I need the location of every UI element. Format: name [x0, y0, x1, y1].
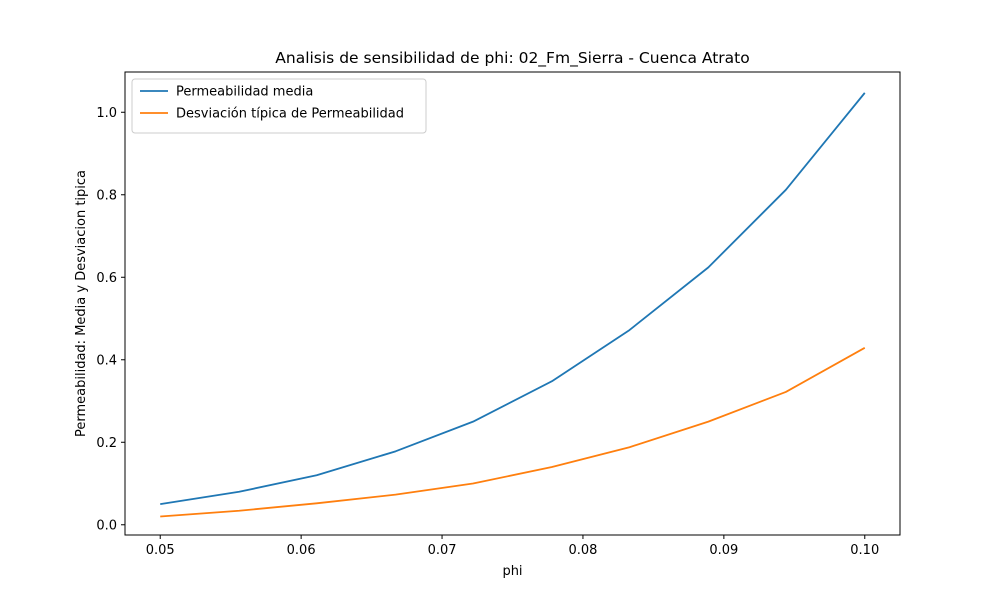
- chart-title: Analisis de sensibilidad de phi: 02_Fm_S…: [275, 49, 749, 68]
- legend-box: [131, 78, 427, 134]
- legend-label: Desviación típica de Permeabilidad: [176, 107, 404, 122]
- x-tick-label: 0.07: [428, 543, 457, 558]
- series-line-1: [160, 347, 866, 518]
- x-tick-label: 0.09: [709, 543, 738, 558]
- x-tick-label: 0.05: [146, 543, 175, 558]
- y-tick-label: 0.2: [96, 436, 117, 451]
- legend: Permeabilidad media Desviación típica de …: [131, 78, 427, 134]
- y-tick-label: 0.8: [96, 188, 117, 203]
- y-tick-label: 0.0: [96, 518, 117, 533]
- plot-frame: [124, 71, 901, 536]
- y-tick-label: 0.6: [96, 271, 117, 286]
- y-tick-label: 0.4: [96, 353, 117, 368]
- x-axis: 0.05 0.06 0.07 0.08 0.09 0.10: [146, 535, 879, 558]
- plot-lines: [160, 92, 866, 518]
- y-axis: 0.0 0.2 0.4 0.6 0.8 1.0: [96, 106, 125, 533]
- y-axis-label: Permeabilidad: Media y Desviacion tipica: [74, 170, 89, 437]
- x-tick-label: 0.10: [850, 543, 879, 558]
- y-tick-label: 1.0: [96, 106, 117, 121]
- legend-label: Permeabilidad media: [176, 85, 313, 100]
- x-tick-label: 0.06: [287, 543, 316, 558]
- x-axis-label: phi: [502, 564, 522, 579]
- series-line-0: [160, 92, 866, 506]
- x-tick-label: 0.08: [568, 543, 597, 558]
